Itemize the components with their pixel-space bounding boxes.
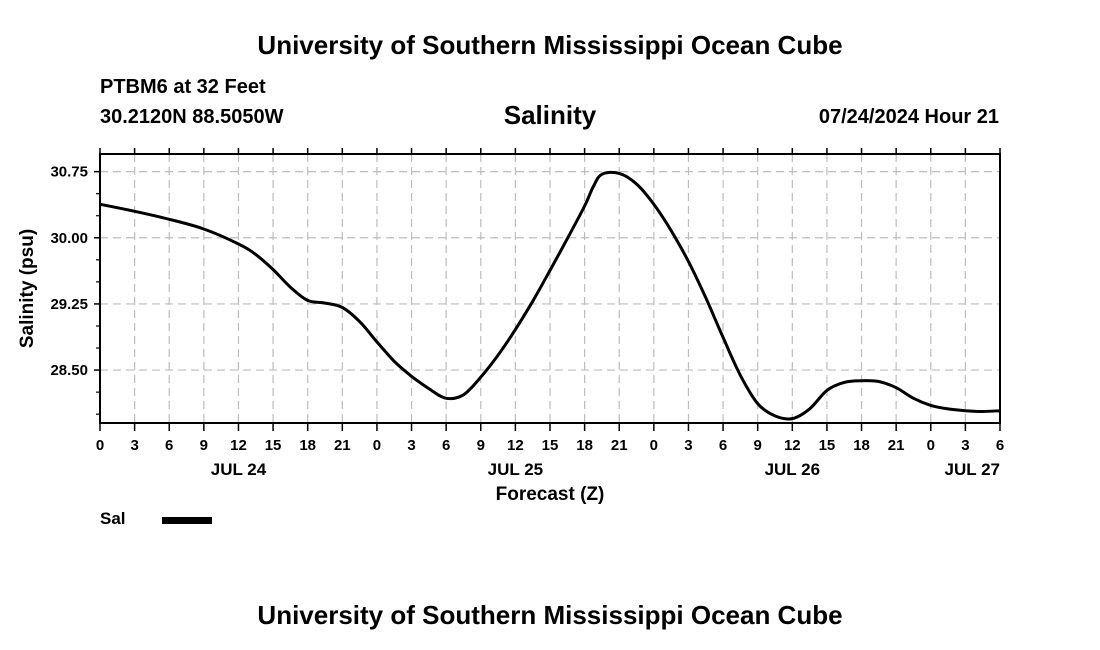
date-label: JUL 27 [945, 460, 1000, 479]
x-tick-label: 15 [265, 437, 282, 454]
date-label: JUL 24 [211, 460, 267, 479]
x-tick-label: 9 [200, 437, 208, 454]
x-tick-label: 21 [888, 437, 905, 454]
y-axis-title: Salinity (psu) [17, 229, 38, 348]
x-tick-label: 3 [407, 437, 415, 454]
x-tick-label: 18 [576, 437, 593, 454]
legend-label: Sal [100, 509, 126, 528]
x-tick-label: 6 [719, 437, 727, 454]
x-tick-label: 0 [927, 437, 935, 454]
x-tick-label: 15 [819, 437, 836, 454]
page-title: University of Southern Mississippi Ocean… [257, 30, 843, 60]
series-layer [99, 170, 1001, 421]
x-tick-label: 12 [507, 437, 524, 454]
grid-lines [100, 154, 1000, 423]
date-label: JUL 25 [488, 460, 543, 479]
y-tick-label: 30.75 [50, 164, 88, 181]
x-tick-label: 0 [96, 437, 104, 454]
y-tick-label: 28.50 [50, 362, 88, 379]
footer-title: University of Southern Mississippi Ocean… [257, 600, 843, 630]
x-tick-label: 15 [542, 437, 559, 454]
station-label: PTBM6 at 32 Feet [100, 76, 266, 98]
x-tick-label: 12 [230, 437, 247, 454]
chart-title: Salinity [503, 100, 597, 130]
date-label: JUL 26 [765, 460, 820, 479]
timestamp-label: 07/24/2024 Hour 21 [818, 106, 999, 128]
x-tick-label: 18 [853, 437, 870, 454]
x-tick-label: 9 [754, 437, 762, 454]
axis-labels: 0 3 6 9 12 15 18 21 0 3 6 9 12 15 18 21 0 3 6 9 12 15 18 21 0 3 6 2… [17, 164, 1004, 505]
x-tick-label: 21 [611, 437, 628, 454]
x-tick-label: 9 [477, 437, 485, 454]
x-tick-label: 6 [165, 437, 173, 454]
x-tick-label: 3 [961, 437, 969, 454]
x-tick-label: 6 [442, 437, 450, 454]
axis-ticks [94, 148, 1001, 431]
x-tick-label: 3 [684, 437, 692, 454]
y-tick-label: 29.25 [50, 296, 88, 313]
x-tick-label: 6 [996, 437, 1004, 454]
x-tick-label: 0 [373, 437, 381, 454]
legend-swatch [162, 517, 212, 524]
x-tick-label: 12 [784, 437, 801, 454]
y-tick-label: 30.00 [50, 230, 88, 247]
x-tick-label: 21 [334, 437, 351, 454]
x-tick-label: 0 [650, 437, 658, 454]
x-axis-title: Forecast (Z) [496, 484, 605, 505]
coordinates-label: 30.2120N 88.5050W [100, 106, 284, 128]
x-tick-label: 3 [130, 437, 138, 454]
x-tick-label: 18 [299, 437, 316, 454]
series-line-sal [99, 170, 1001, 421]
